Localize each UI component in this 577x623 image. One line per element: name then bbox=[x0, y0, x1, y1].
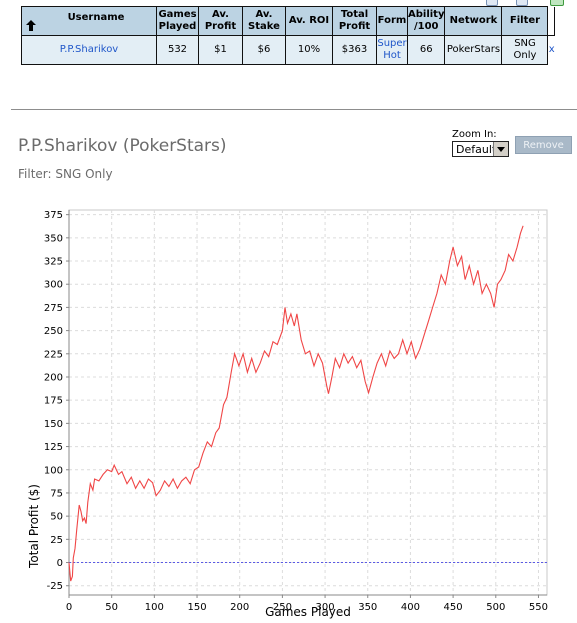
player-stats-table: Username Games Played Av. Profit Av. Sta… bbox=[21, 6, 556, 65]
x-tick-label: 350 bbox=[358, 602, 377, 613]
x-tick-label: 300 bbox=[316, 602, 335, 613]
remove-cell: x bbox=[547, 35, 555, 65]
username-link[interactable]: P.P.Sharikov bbox=[21, 35, 157, 65]
profit-line bbox=[68, 225, 524, 582]
ability-cell: 66 bbox=[406, 35, 446, 65]
x-tick-label: 450 bbox=[444, 602, 463, 613]
username-text[interactable]: P.P.Sharikov bbox=[59, 44, 119, 55]
y-tick-label: 0 bbox=[57, 558, 63, 569]
chart-series bbox=[68, 225, 547, 582]
player-title: P.P.Sharikov (PokerStars) bbox=[18, 136, 227, 156]
col-av-stake[interactable]: Av. Stake bbox=[242, 6, 286, 36]
section-divider bbox=[11, 109, 577, 110]
remove-button[interactable]: Remove bbox=[515, 136, 572, 154]
col-filter[interactable]: Filter bbox=[501, 6, 549, 36]
col-username[interactable]: Username bbox=[21, 6, 157, 36]
y-axis-label: Total Profit ($) bbox=[27, 484, 41, 569]
filter-cell: SNG Only bbox=[501, 35, 549, 65]
col-av-profit[interactable]: Av. Profit bbox=[198, 6, 243, 36]
col-games-played[interactable]: Games Played bbox=[156, 6, 199, 36]
y-tick-label: 350 bbox=[44, 233, 63, 244]
chart-axes: -250255075100125150175200225250275300325… bbox=[44, 210, 548, 613]
zoom-select[interactable]: Default bbox=[452, 141, 509, 157]
y-tick-label: 125 bbox=[44, 442, 63, 453]
x-tick-label: 150 bbox=[187, 602, 206, 613]
add-icon[interactable] bbox=[550, 0, 564, 6]
y-tick-label: 50 bbox=[50, 512, 63, 523]
y-tick-label: -25 bbox=[47, 581, 63, 592]
y-tick-label: 25 bbox=[50, 535, 63, 546]
x-axis-label: Games Played bbox=[265, 605, 351, 619]
y-tick-label: 300 bbox=[44, 280, 63, 291]
y-tick-label: 275 bbox=[44, 303, 63, 314]
col-username-label: Username bbox=[67, 11, 125, 23]
profit-chart: -250255075100125150175200225250275300325… bbox=[27, 209, 548, 619]
page-icon[interactable] bbox=[486, 0, 498, 6]
y-tick-label: 375 bbox=[44, 210, 63, 221]
y-tick-label: 200 bbox=[44, 372, 63, 383]
av-roi-cell: 10% bbox=[285, 35, 333, 65]
col-form[interactable]: Form bbox=[376, 6, 408, 36]
zoom-label: Zoom In: bbox=[452, 129, 497, 140]
x-tick-label: 550 bbox=[529, 602, 548, 613]
network-cell: PokerStars bbox=[444, 35, 503, 65]
remove-player-link[interactable]: x bbox=[548, 44, 555, 56]
y-tick-label: 100 bbox=[44, 465, 63, 476]
x-tick-label: 500 bbox=[486, 602, 505, 613]
form-link[interactable]: Super Hot bbox=[377, 38, 407, 61]
x-tick-label: 200 bbox=[230, 602, 249, 613]
table-row: P.P.Sharikov 532 $1 $6 10% $363 Super Ho… bbox=[21, 35, 555, 65]
col-av-roi[interactable]: Av. ROI bbox=[285, 6, 333, 36]
y-tick-label: 325 bbox=[44, 257, 63, 268]
col-remove bbox=[547, 6, 556, 36]
toolbar-icons bbox=[478, 0, 577, 6]
y-tick-label: 175 bbox=[44, 396, 63, 407]
y-tick-label: 250 bbox=[44, 326, 63, 337]
chart-grid bbox=[68, 209, 548, 596]
y-tick-label: 75 bbox=[50, 488, 63, 499]
col-network[interactable]: Network bbox=[444, 6, 503, 36]
y-tick-label: 225 bbox=[44, 349, 63, 360]
av-profit-cell: $1 bbox=[198, 35, 243, 65]
x-tick-label: 250 bbox=[273, 602, 292, 613]
y-tick-label: 150 bbox=[44, 419, 63, 430]
player-filter-text: Filter: SNG Only bbox=[18, 167, 113, 181]
form-cell[interactable]: Super Hot bbox=[376, 35, 408, 65]
x-tick-label: 50 bbox=[105, 602, 118, 613]
total-profit-cell: $363 bbox=[332, 35, 377, 65]
document-icon[interactable] bbox=[516, 0, 528, 6]
chevron-down-icon[interactable] bbox=[493, 142, 508, 156]
x-tick-label: 100 bbox=[145, 602, 164, 613]
av-stake-cell: $6 bbox=[242, 35, 286, 65]
games-played-cell: 532 bbox=[156, 35, 199, 65]
col-total-profit[interactable]: Total Profit bbox=[332, 6, 377, 36]
x-tick-label: 400 bbox=[401, 602, 420, 613]
col-ability[interactable]: Ability /100 bbox=[406, 6, 446, 36]
table-header-row: Username Games Played Av. Profit Av. Sta… bbox=[21, 6, 556, 36]
x-tick-label: 0 bbox=[66, 602, 72, 613]
sort-up-arrow-icon[interactable] bbox=[26, 19, 36, 31]
zoom-select-value: Default bbox=[456, 143, 497, 156]
plot-area bbox=[68, 209, 548, 596]
